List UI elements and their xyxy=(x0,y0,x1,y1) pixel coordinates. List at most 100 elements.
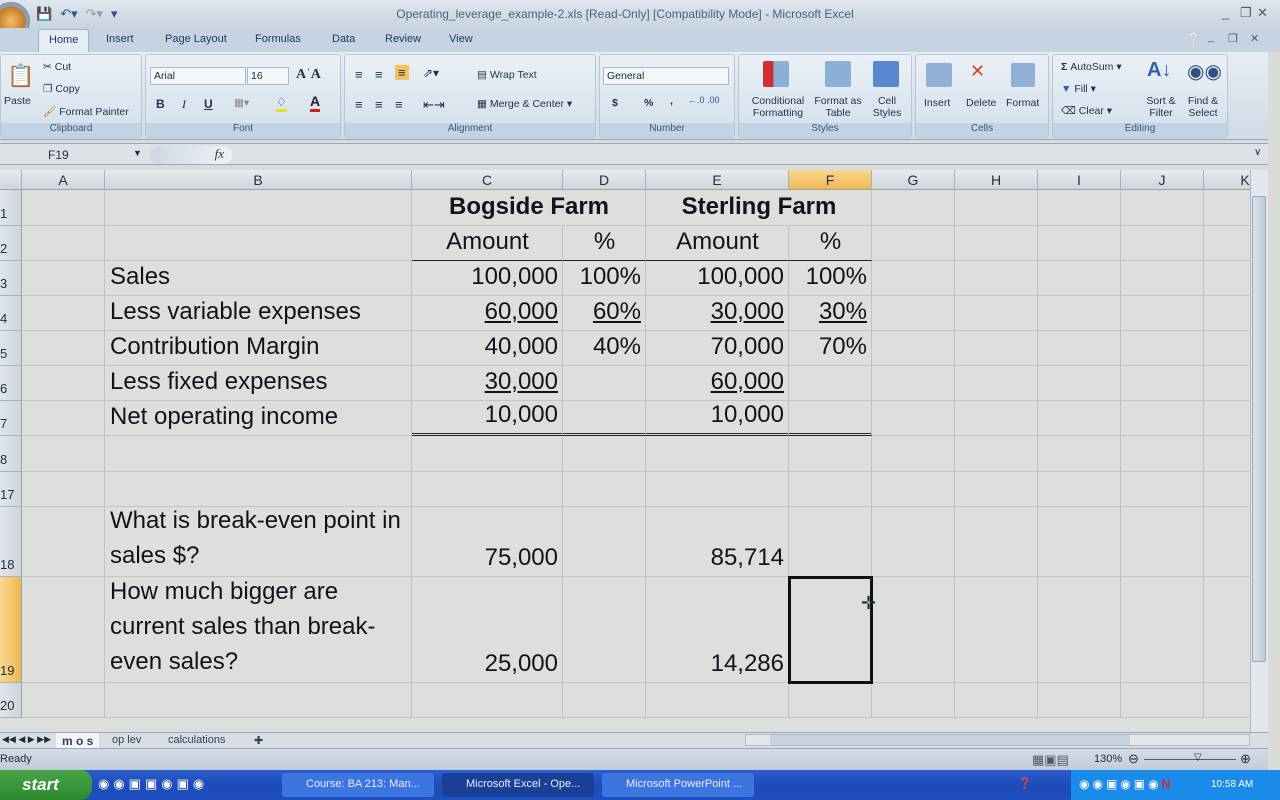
paste-button[interactable]: Paste xyxy=(4,95,31,107)
cell-i1[interactable] xyxy=(1038,190,1121,226)
cell-e8[interactable] xyxy=(646,436,789,472)
orientation-icon[interactable]: ⇗▾ xyxy=(423,66,440,80)
fill-button[interactable]: ▼ Fill ▾ xyxy=(1061,83,1096,95)
row-header-18[interactable]: 18 xyxy=(0,507,22,577)
cell-d3[interactable]: 100% xyxy=(563,261,646,296)
italic-button[interactable]: I xyxy=(182,97,186,111)
percent-button[interactable]: % xyxy=(644,97,654,109)
cell-d5[interactable]: 40% xyxy=(563,331,646,366)
format-as-table-button[interactable]: Format as Table xyxy=(814,95,862,119)
tab-review[interactable]: Review xyxy=(385,33,422,45)
column-header-b[interactable]: B xyxy=(105,170,412,190)
align-right-icon[interactable]: ≡ xyxy=(395,97,403,112)
close-button[interactable]: ✕ xyxy=(1257,5,1268,20)
cell-k20[interactable] xyxy=(1204,683,1250,718)
cell-j4[interactable] xyxy=(1121,296,1204,331)
center-icon[interactable]: ≡ xyxy=(375,97,383,112)
find-select-button[interactable]: Find & Select xyxy=(1187,95,1219,119)
conditional-formatting-button[interactable]: Conditional Formatting xyxy=(751,95,805,119)
cell-b17[interactable] xyxy=(105,472,412,507)
redo-icon[interactable]: ↷▾ xyxy=(85,6,104,21)
cell-g19[interactable] xyxy=(872,577,955,683)
align-top-icon[interactable]: ≡ xyxy=(355,67,363,82)
cell-d19[interactable] xyxy=(563,577,646,683)
column-header-h[interactable]: H xyxy=(955,170,1038,190)
cell-a8[interactable] xyxy=(22,436,105,472)
cell-c19[interactable]: 25,000 xyxy=(412,577,563,683)
horizontal-scroll-thumb[interactable] xyxy=(770,735,1130,745)
sheet-nav-icons[interactable]: ◀◀ ◀ ▶ ▶▶ xyxy=(2,734,52,744)
cell-i18[interactable] xyxy=(1038,507,1121,577)
cell-j2[interactable] xyxy=(1121,226,1204,261)
cell-k8[interactable] xyxy=(1204,436,1250,472)
insert-function-button[interactable]: fx xyxy=(150,146,232,164)
cell-d6[interactable] xyxy=(563,366,646,401)
font-color-icon[interactable]: A xyxy=(310,93,321,112)
cell-g6[interactable] xyxy=(872,366,955,401)
cell-e18[interactable]: 85,714 xyxy=(646,507,789,577)
cell-i19[interactable] xyxy=(1038,577,1121,683)
cell-b2[interactable] xyxy=(105,226,412,261)
sheet-tab-mos[interactable]: m o s xyxy=(56,733,100,749)
cell-a5[interactable] xyxy=(22,331,105,366)
cell-c8[interactable] xyxy=(412,436,563,472)
workbook-close-button[interactable]: ✕ xyxy=(1250,33,1260,45)
cell-h1[interactable] xyxy=(955,190,1038,226)
cell-k3[interactable] xyxy=(1204,261,1250,296)
sheet-tab-op-lev[interactable]: op lev xyxy=(112,734,142,746)
cell-f6[interactable] xyxy=(789,366,872,401)
zoom-out-icon[interactable]: ⊖ xyxy=(1128,751,1139,766)
cell-e6[interactable]: 60,000 xyxy=(646,366,789,401)
formula-input[interactable] xyxy=(236,146,1246,164)
delete-button[interactable]: Delete xyxy=(966,97,997,109)
cell-b18[interactable]: What is break-even point in sales $? xyxy=(105,507,412,577)
cell-i5[interactable] xyxy=(1038,331,1121,366)
format-button[interactable]: Format xyxy=(1006,97,1040,109)
cell-i17[interactable] xyxy=(1038,472,1121,507)
bold-button[interactable]: B xyxy=(156,97,165,111)
row-header-1[interactable]: 1 xyxy=(0,190,22,226)
row-header-20[interactable]: 20 xyxy=(0,683,22,718)
cell-c17[interactable] xyxy=(412,472,563,507)
workbook-minimize-button[interactable]: _ xyxy=(1208,31,1215,43)
cell-styles-button[interactable]: Cell Styles xyxy=(872,95,902,119)
expand-formula-bar-icon[interactable]: ∨ xyxy=(1254,147,1262,158)
paste-icon[interactable]: 📋 xyxy=(7,63,35,88)
row-header-3[interactable]: 3 xyxy=(0,261,22,296)
cell-f2[interactable]: % xyxy=(789,226,872,261)
row-header-8[interactable]: 8 xyxy=(0,436,22,472)
decimal-icons[interactable]: ←.0 .00 xyxy=(688,95,720,105)
cell-e17[interactable] xyxy=(646,472,789,507)
cell-g18[interactable] xyxy=(872,507,955,577)
vertical-scroll-thumb[interactable] xyxy=(1252,196,1266,662)
cell-g3[interactable] xyxy=(872,261,955,296)
cell-a7[interactable] xyxy=(22,401,105,436)
column-header-g[interactable]: G xyxy=(872,170,955,190)
cell-j5[interactable] xyxy=(1121,331,1204,366)
tray-icons[interactable]: ◉◉▣◉▣◉N xyxy=(1079,777,1174,791)
cell-a1[interactable] xyxy=(22,190,105,226)
font-name-select[interactable]: Arial xyxy=(150,67,246,85)
column-header-f[interactable]: F xyxy=(789,170,872,190)
cell-e2[interactable]: Amount xyxy=(646,226,789,261)
cell-h2[interactable] xyxy=(955,226,1038,261)
cell-j7[interactable] xyxy=(1121,401,1204,436)
view-buttons-icon[interactable]: ▦▣▤ xyxy=(1032,752,1069,767)
row-header-17[interactable]: 17 xyxy=(0,472,22,507)
cell-b3[interactable]: Sales xyxy=(105,261,412,296)
cell-c2[interactable]: Amount xyxy=(412,226,563,261)
cell-f8[interactable] xyxy=(789,436,872,472)
cell-c5[interactable]: 40,000 xyxy=(412,331,563,366)
tab-home[interactable]: Home xyxy=(38,29,90,52)
cut-button[interactable]: ✂ Cut xyxy=(43,61,71,73)
cell-b7[interactable]: Net operating income xyxy=(105,401,412,436)
align-middle-icon[interactable]: ≡ xyxy=(375,67,383,82)
select-all-corner[interactable] xyxy=(0,170,22,190)
grow-font-icon[interactable]: AˈA xyxy=(296,67,321,82)
cell-i3[interactable] xyxy=(1038,261,1121,296)
cell-g17[interactable] xyxy=(872,472,955,507)
restore-button[interactable]: ❐ xyxy=(1240,5,1252,20)
cell-a2[interactable] xyxy=(22,226,105,261)
currency-button[interactable]: $ xyxy=(612,97,618,109)
cell-j3[interactable] xyxy=(1121,261,1204,296)
